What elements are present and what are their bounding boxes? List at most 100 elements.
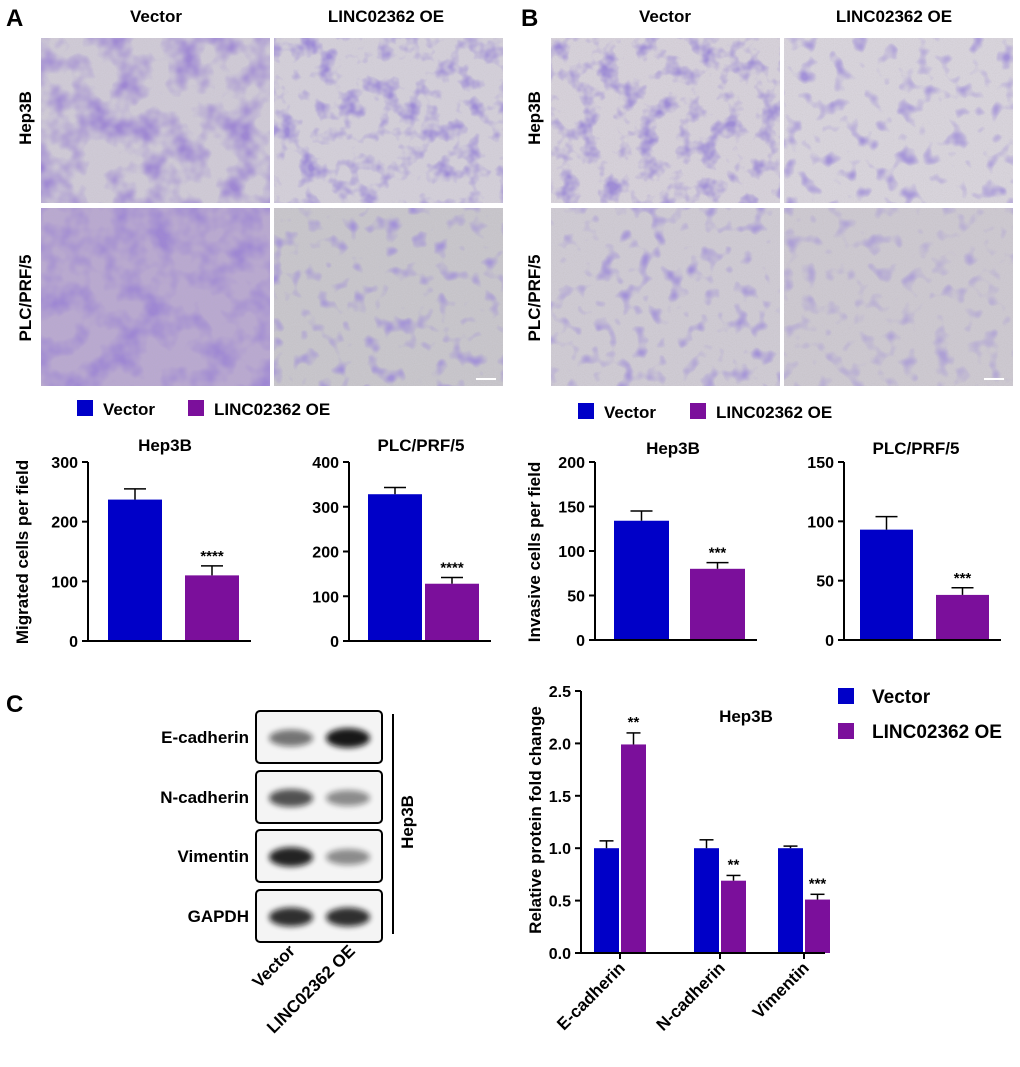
legend-b-vector-label: Vector xyxy=(604,403,656,422)
migrated_hep3b-ylabel: Migrated cells per field xyxy=(13,460,32,644)
migrated_hep3b-y-tick-label: 0 xyxy=(69,634,78,651)
blot-label-e-cadherin: E-cadherin xyxy=(161,728,249,747)
legend-b-oe-swatch xyxy=(690,403,706,419)
micrograph-b-plc-vector xyxy=(551,208,780,386)
blot-label-gapdh: GAPDH xyxy=(188,907,249,926)
protein_hep3b-x-tick-label: Vimentin xyxy=(749,958,813,1022)
blot-band-n-cadherin-vector xyxy=(269,789,313,807)
bar-invasive_hep3b-1 xyxy=(690,568,745,640)
legend-a-oe-swatch xyxy=(188,400,204,416)
legend-c-oe-swatch xyxy=(838,723,854,739)
blot-box-gapdh xyxy=(255,889,383,943)
migrated_hep3b-title: Hep3B xyxy=(138,436,192,455)
chart-migrated-plc: **** 0 100 200 300 400 PLC/PRF/5 xyxy=(312,436,491,651)
protein_hep3b-y-tick-label: 0.5 xyxy=(549,894,571,911)
micrograph-b-hep3b-vector xyxy=(551,38,780,203)
blot-band-gapdh-vector xyxy=(269,907,313,927)
legend-c-vector-label: Vector xyxy=(872,687,931,708)
panel-b-letter: B xyxy=(521,5,538,32)
blot-label-vimentin: Vimentin xyxy=(178,847,249,866)
micrograph-a-hep3b-vector xyxy=(41,38,270,203)
panel-a-col-label-oe: LINC02362 OE xyxy=(328,7,444,26)
panel-a-col-label-vector: Vector xyxy=(130,7,182,26)
blot-box-n-cadherin xyxy=(255,770,383,824)
invasive_hep3b-y-tick-label: 100 xyxy=(558,544,585,561)
bar-migrated_plc-0 xyxy=(368,494,422,641)
panel-a-row-label-plc: PLC/PRF/5 xyxy=(16,255,35,342)
significance-invasive_hep3b-1: *** xyxy=(709,545,727,562)
blot-band-vimentin-vector xyxy=(269,847,313,867)
protein_hep3b-y-tick-label: 0.0 xyxy=(549,946,571,963)
bar-protein_hep3b-linc02362-oe-0 xyxy=(621,744,646,953)
blot-band-vimentin-oe xyxy=(326,849,370,865)
migrated_plc-y-tick-label: 300 xyxy=(312,500,339,517)
migrated_plc-y-tick-label: 400 xyxy=(312,455,339,472)
legend-a-vector-swatch xyxy=(77,400,93,416)
micrograph-a-plc-oe xyxy=(274,208,503,386)
legend-c: Vector LINC02362 OE xyxy=(838,687,1002,743)
significance-migrated_hep3b-1: **** xyxy=(200,548,224,565)
protein_hep3b-x-tick-label: E-cadherin xyxy=(553,958,629,1034)
bar-migrated_hep3b-0 xyxy=(108,499,162,641)
blot-side-label: Hep3B xyxy=(398,795,417,849)
bar-protein_hep3b-vector-0 xyxy=(594,848,619,953)
micrograph-b-plc-oe xyxy=(784,208,1013,386)
protein_hep3b-ylabel: Relative protein fold change xyxy=(526,706,545,934)
invasive_hep3b-ylabel: Invasive cells per field xyxy=(525,462,544,642)
blot-rows: E-cadherin N-cadherin Vimentin GAPDH xyxy=(160,710,383,943)
protein_hep3b-title: Hep3B xyxy=(719,707,773,726)
panel-b-col-label-oe: LINC02362 OE xyxy=(836,7,952,26)
panel-c-western-blot: C E-cadherin N-cadherin Vimentin GAPDH Hep3… xyxy=(6,691,417,1037)
bar-invasive_hep3b-0 xyxy=(614,520,669,640)
bar-migrated_plc-1 xyxy=(425,583,479,641)
bar-protein_hep3b-linc02362-oe-1 xyxy=(721,880,746,953)
panel-b-row-label-hep3b: Hep3B xyxy=(525,91,544,145)
blot-band-gapdh-oe xyxy=(326,907,370,927)
protein_hep3b-y-tick-label: 2.0 xyxy=(549,736,571,753)
blot-box-e-cadherin xyxy=(255,710,383,764)
bar-protein_hep3b-linc02362-oe-2 xyxy=(805,899,830,953)
panel-a-micrographs: A Vector LINC02362 OE Hep3B PLC/PRF/5 xyxy=(6,5,503,386)
invasive_plc-y-tick-label: 50 xyxy=(816,574,834,591)
invasive_plc-title: PLC/PRF/5 xyxy=(873,439,960,458)
legend-c-vector-swatch xyxy=(838,688,854,704)
chart-migrated-hep3b: **** 0 100 200 300 Hep3B Migrated cells per fi… xyxy=(13,436,251,651)
legend-b-vector-swatch xyxy=(578,403,594,419)
micrograph-b-hep3b-oe xyxy=(784,38,1013,203)
significance-protein_hep3b-1: ** xyxy=(728,856,740,873)
invasive_hep3b-y-tick-label: 50 xyxy=(567,589,585,606)
panel-a-row-label-hep3b: Hep3B xyxy=(16,91,35,145)
blot-box-vimentin xyxy=(255,829,383,883)
blot-lane-label-vector: Vector xyxy=(249,941,299,991)
bar-invasive_plc-1 xyxy=(936,594,989,640)
chart-protein-hep3b: *******0.00.51.01.52.02.5E-cadherin N-cad… xyxy=(526,684,830,1035)
panel-b-row-label-plc: PLC/PRF/5 xyxy=(525,255,544,342)
legend-a-oe-label: LINC02362 OE xyxy=(214,400,330,419)
blot-band-e-cadherin-vector xyxy=(269,729,313,747)
legend-b-oe-label: LINC02362 OE xyxy=(716,403,832,422)
legend-a-vector-label: Vector xyxy=(103,400,155,419)
invasive_plc-y-tick-label: 100 xyxy=(807,514,834,531)
protein_hep3b-x-tick-label: N-cadherin xyxy=(653,958,729,1034)
blot-band-e-cadherin-oe xyxy=(326,728,370,748)
invasive_hep3b-y-tick-label: 200 xyxy=(558,455,585,472)
panel-c-letter: C xyxy=(6,691,23,718)
migrated_plc-y-tick-label: 100 xyxy=(312,589,339,606)
significance-migrated_plc-1: **** xyxy=(440,559,464,576)
chart-invasive-hep3b: *** 0 50 100 150 200 Hep3B Invasive cells per f… xyxy=(525,439,757,650)
significance-protein_hep3b-0: ** xyxy=(628,714,640,731)
migrated_hep3b-y-tick-label: 100 xyxy=(51,574,78,591)
invasive_plc-y-tick-label: 150 xyxy=(807,455,834,472)
legend-c-oe-label: LINC02362 OE xyxy=(872,722,1002,743)
legend-a: Vector LINC02362 OE xyxy=(77,400,330,419)
significance-invasive_plc-1: *** xyxy=(954,570,972,587)
protein_hep3b-y-tick-label: 1.0 xyxy=(549,841,571,858)
panel-a-letter: A xyxy=(6,5,23,32)
panel-b-micrographs: B Vector LINC02362 OE Hep3B PLC/PRF/5 xyxy=(521,5,1013,386)
migrated_plc-title: PLC/PRF/5 xyxy=(378,436,465,455)
bar-protein_hep3b-vector-2 xyxy=(778,848,803,953)
invasive_hep3b-y-tick-label: 150 xyxy=(558,500,585,517)
invasive_hep3b-title: Hep3B xyxy=(646,439,700,458)
migrated_plc-y-tick-label: 200 xyxy=(312,545,339,562)
invasive_plc-y-tick-label: 0 xyxy=(825,633,834,650)
